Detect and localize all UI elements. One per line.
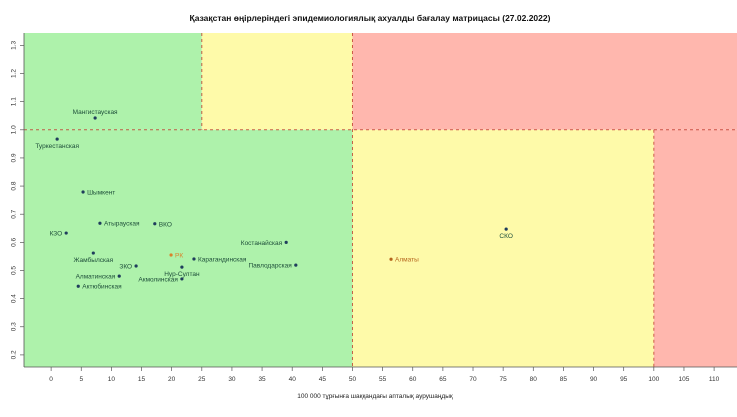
zone-rect [352, 129, 654, 367]
x-tick-label: 105 [679, 376, 690, 383]
y-tick-label: 1.1 [11, 97, 18, 106]
data-point [180, 277, 184, 281]
x-tick-label: 60 [409, 376, 417, 383]
x-tick-label: 55 [379, 376, 387, 383]
data-label: Нур-Султан [164, 271, 200, 278]
x-tick-label: 15 [138, 376, 146, 383]
x-tick-label: 30 [228, 376, 236, 383]
data-label: Карагандинская [198, 256, 247, 263]
x-tick-label: 100 [648, 376, 659, 383]
data-label: Акмолинская [138, 276, 178, 283]
x-axis-label: 100 000 тұрғынға шаққандағы апталық ауру… [297, 393, 453, 400]
data-point [169, 253, 173, 257]
data-point [76, 284, 80, 288]
data-label: РК [175, 253, 183, 260]
y-tick-label: 1.3 [11, 40, 18, 49]
data-point [294, 263, 298, 267]
x-tick-label: 90 [590, 376, 598, 383]
data-label: Актюбинская [82, 283, 122, 291]
data-point [81, 190, 85, 194]
y-tick-label: 0.3 [11, 322, 18, 331]
x-tick-label: 110 [709, 376, 720, 383]
data-point [117, 274, 121, 278]
x-tick-label: 45 [319, 376, 327, 383]
x-tick-label: 40 [289, 376, 297, 383]
y-tick-label: 0.6 [11, 237, 18, 246]
data-label: Костанайская [241, 239, 283, 247]
data-point [93, 116, 97, 120]
x-tick-label: 65 [439, 376, 447, 383]
y-tick-label: 0.9 [11, 153, 18, 162]
data-label: Жамбылская [73, 256, 113, 264]
data-label: Мангистауская [73, 109, 118, 116]
data-point [153, 222, 157, 226]
data-point [134, 264, 138, 268]
x-tick-label: 85 [560, 376, 568, 383]
x-tick-label: 25 [198, 376, 206, 383]
data-point [180, 265, 184, 269]
data-point [64, 231, 68, 235]
data-point [91, 251, 95, 255]
x-tick-label: 70 [469, 376, 477, 383]
data-label: СКО [499, 233, 512, 240]
zone-rect [653, 129, 737, 367]
data-label: КЗО [50, 231, 63, 238]
data-label: ЗКО [119, 263, 132, 270]
data-label: ВКО [159, 221, 172, 228]
data-point [284, 240, 288, 244]
y-tick-label: 0.8 [11, 181, 18, 190]
data-label: Туркестанская [35, 143, 79, 150]
y-tick-label: 0.4 [11, 294, 18, 303]
zone-rect [352, 33, 737, 130]
x-tick-label: 0 [49, 376, 53, 383]
data-label: Шымкент [87, 189, 115, 196]
data-label: Алматинская [76, 274, 116, 281]
zone-rect [24, 129, 353, 367]
x-tick-label: 5 [79, 376, 83, 383]
data-label: Атырауская [104, 221, 140, 228]
data-point [192, 257, 196, 261]
zone-rect [24, 33, 202, 130]
x-tick-label: 95 [620, 376, 628, 383]
y-tick-label: 1.2 [11, 69, 18, 78]
x-tick-label: 35 [258, 376, 266, 383]
x-tick-label: 50 [349, 376, 357, 383]
y-tick-label: 1.0 [11, 125, 18, 134]
data-point [55, 137, 59, 141]
data-label: Павлодарская [248, 263, 292, 270]
data-point [98, 221, 102, 225]
data-point [504, 227, 508, 231]
x-tick-label: 80 [530, 376, 538, 383]
x-tick-label: 10 [108, 376, 116, 383]
data-point [389, 257, 393, 261]
y-tick-label: 0.2 [11, 350, 18, 359]
zone-rect [201, 33, 353, 130]
chart-title: Қазақстан өңірлеріндегі эпидемиологиялық… [190, 13, 551, 23]
data-label: Алматы [395, 257, 419, 264]
y-tick-label: 0.7 [11, 209, 18, 218]
y-tick-label: 0.5 [11, 266, 18, 275]
x-tick-label: 75 [500, 376, 508, 383]
x-tick-label: 20 [168, 376, 176, 383]
